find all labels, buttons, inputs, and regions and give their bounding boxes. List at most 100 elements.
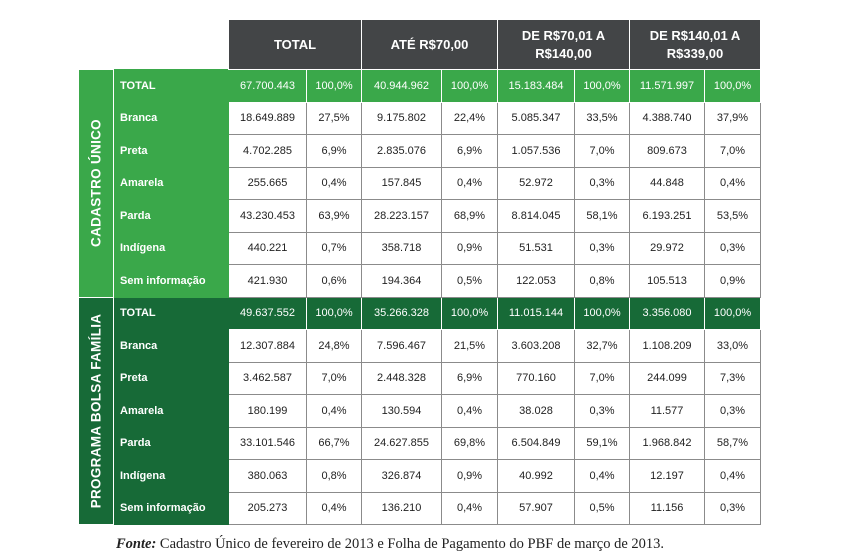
percent-cell: 100,0%	[574, 296, 630, 330]
count-cell: 52.972	[497, 166, 575, 200]
count-cell: 12.197	[629, 459, 705, 493]
count-cell: 2.835.076	[361, 134, 442, 168]
percent-cell: 59,1%	[574, 426, 630, 460]
header-spacer	[78, 19, 114, 70]
count-cell: 130.594	[361, 394, 442, 428]
count-cell: 421.930	[228, 264, 307, 298]
percent-cell: 100,0%	[704, 296, 761, 330]
percent-cell: 0,4%	[306, 491, 362, 525]
percent-cell: 0,4%	[441, 491, 498, 525]
count-cell: 1.057.536	[497, 134, 575, 168]
table-row: Indígena 380.063 0,8% 326.874 0,9% 40.992 0,4%…	[79, 459, 761, 493]
percent-cell: 100,0%	[306, 296, 362, 330]
count-cell: 43.230.453	[228, 199, 307, 233]
percent-cell: 0,4%	[441, 394, 498, 428]
count-cell: 11.156	[629, 491, 705, 525]
percent-cell: 32,7%	[574, 329, 630, 363]
percent-cell: 58,7%	[704, 426, 761, 460]
count-cell: 33.101.546	[228, 426, 307, 460]
count-cell: 49.637.552	[228, 296, 307, 330]
table-row: Branca 12.307.884 24,8% 7.596.467 21,5% 3.603…	[79, 329, 761, 363]
count-cell: 194.364	[361, 264, 442, 298]
percent-cell: 0,6%	[306, 264, 362, 298]
table-row: Preta 3.462.587 7,0% 2.448.328 6,9% 770.160 7,…	[79, 361, 761, 395]
percent-cell: 0,9%	[704, 264, 761, 298]
percent-cell: 7,0%	[574, 134, 630, 168]
count-cell: 11.577	[629, 394, 705, 428]
percent-cell: 100,0%	[704, 69, 761, 103]
count-cell: 770.160	[497, 361, 575, 395]
column-header-ate-70: ATÉ R$70,00	[361, 19, 498, 70]
row-label: Preta	[113, 361, 229, 395]
total-row: CADASTRO ÚNICO TOTAL 67.700.443 100,0% 40.94…	[78, 69, 761, 298]
percent-cell: 0,8%	[306, 459, 362, 493]
table-header-row: TOTAL ATÉ R$70,00 DE R$70,01 A R$140,00 …	[78, 19, 761, 70]
source-footnote: Fonte: Cadastro Único de fevereiro de 20…	[116, 536, 664, 553]
count-cell: 3.356.080	[629, 296, 705, 330]
percent-cell: 0,4%	[704, 459, 761, 493]
percent-cell: 0,7%	[306, 231, 362, 265]
count-cell: 1.968.842	[629, 426, 705, 460]
count-cell: 3.462.587	[228, 361, 307, 395]
count-cell: 105.513	[629, 264, 705, 298]
percent-cell: 0,9%	[441, 231, 498, 265]
count-cell: 326.874	[361, 459, 442, 493]
count-cell: 6.504.849	[497, 426, 575, 460]
count-cell: 255.665	[228, 166, 307, 200]
row-label: Preta	[113, 134, 229, 168]
count-cell: 440.221	[228, 231, 307, 265]
count-cell: 40.944.962	[361, 69, 442, 103]
percent-cell: 0,4%	[306, 394, 362, 428]
count-cell: 4.388.740	[629, 101, 705, 135]
count-cell: 4.702.285	[228, 134, 307, 168]
section-title: CADASTRO ÚNICO	[88, 119, 104, 248]
count-cell: 24.627.855	[361, 426, 442, 460]
row-label: Parda	[113, 426, 229, 460]
percent-cell: 6,9%	[441, 134, 498, 168]
count-cell: 11.571.997	[629, 69, 705, 103]
percent-cell: 6,9%	[306, 134, 362, 168]
table-row: Amarela 180.199 0,4% 130.594 0,4% 38.028 0,3% 1…	[79, 394, 761, 428]
count-cell: 358.718	[361, 231, 442, 265]
percent-cell: 0,3%	[574, 231, 630, 265]
percent-cell: 100,0%	[441, 296, 498, 330]
table-row: Preta 4.702.285 6,9% 2.835.076 6,9% 1.057.536…	[79, 134, 761, 168]
data-table: TOTAL ATÉ R$70,00 DE R$70,01 A R$140,00 …	[78, 19, 761, 525]
count-cell: 809.673	[629, 134, 705, 168]
row-label: TOTAL	[113, 296, 229, 330]
percent-cell: 100,0%	[306, 69, 362, 103]
percent-cell: 33,0%	[704, 329, 761, 363]
count-cell: 3.603.208	[497, 329, 575, 363]
row-label: Parda	[113, 199, 229, 233]
percent-cell: 0,5%	[574, 491, 630, 525]
percent-cell: 24,8%	[306, 329, 362, 363]
count-cell: 205.273	[228, 491, 307, 525]
count-cell: 18.649.889	[228, 101, 307, 135]
row-label: Branca	[113, 101, 229, 135]
column-header-70-140: DE R$70,01 A R$140,00	[497, 19, 630, 70]
table-row: Sem informação 205.273 0,4% 136.210 0,4% 57.9…	[79, 491, 761, 525]
row-label: Sem informação	[113, 491, 229, 525]
percent-cell: 37,9%	[704, 101, 761, 135]
percent-cell: 6,9%	[441, 361, 498, 395]
percent-cell: 0,3%	[574, 394, 630, 428]
percent-cell: 0,5%	[441, 264, 498, 298]
section-bolsa-familia-label: PROGRAMA BOLSA FAMÍLIA	[78, 296, 114, 525]
count-cell: 380.063	[228, 459, 307, 493]
count-cell: 12.307.884	[228, 329, 307, 363]
count-cell: 57.907	[497, 491, 575, 525]
percent-cell: 63,9%	[306, 199, 362, 233]
percent-cell: 7,0%	[306, 361, 362, 395]
row-label: Branca	[113, 329, 229, 363]
percent-cell: 0,3%	[704, 231, 761, 265]
percent-cell: 21,5%	[441, 329, 498, 363]
table-row: Parda 33.101.546 66,7% 24.627.855 69,8% 6.504…	[79, 426, 761, 460]
count-cell: 15.183.484	[497, 69, 575, 103]
percent-cell: 100,0%	[441, 69, 498, 103]
footnote-label: Fonte:	[116, 536, 157, 552]
count-cell: 1.108.209	[629, 329, 705, 363]
count-cell: 29.972	[629, 231, 705, 265]
table-row: Amarela 255.665 0,4% 157.845 0,4% 52.972 0,3% 4…	[79, 166, 761, 200]
count-cell: 8.814.045	[497, 199, 575, 233]
count-cell: 51.531	[497, 231, 575, 265]
